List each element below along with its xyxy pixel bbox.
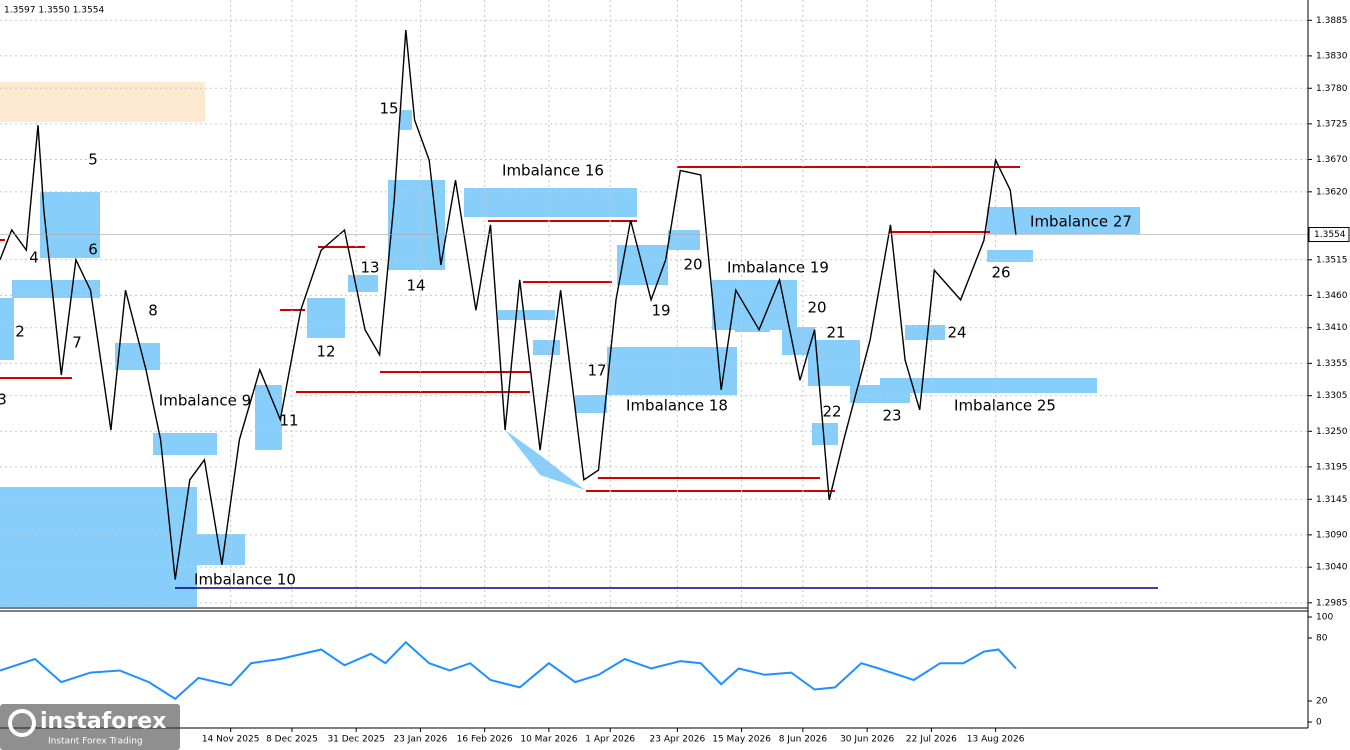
imbalance-zone (0, 298, 14, 360)
price-line (0, 29, 1017, 580)
y-tick-label: 1.3305 (1316, 391, 1348, 401)
annotation: 15 (379, 100, 398, 118)
annotation: 4 (29, 249, 39, 267)
logo-name: instaforex (40, 709, 166, 734)
x-tick-label: 13 Aug 2026 (967, 735, 1025, 745)
annotation: 24 (947, 324, 966, 342)
annotation: 8 (148, 302, 158, 320)
price-line (0, 640, 1017, 701)
x-tick-label: 10 Mar 2026 (520, 735, 577, 745)
y-tick-label: 1.3145 (1316, 495, 1348, 505)
logo: instaforex Instant Forex Trading (0, 704, 180, 750)
annotation: 20 (683, 256, 702, 274)
x-tick-label: 8 Jun 2026 (779, 735, 828, 745)
imbalance-zone (735, 320, 770, 332)
annotation: Imbalance 10 (194, 571, 296, 589)
annotation: 20 (807, 299, 826, 317)
annotation: Imbalance 9 (159, 392, 251, 410)
imbalance-zone (668, 230, 700, 250)
annotation: 2 (15, 323, 25, 341)
y-tick-label: 1.2985 (1316, 598, 1348, 608)
imbalance-zone (12, 280, 100, 298)
ohlc-header: 1.3597 1.3550 1.3554 (4, 6, 104, 16)
imbalance-zone (464, 188, 637, 217)
imbalance-zone (255, 385, 282, 450)
annotation: 12 (316, 343, 335, 361)
annotation: 11 (279, 412, 298, 430)
logo-icon (8, 709, 36, 737)
annotation: Imbalance 19 (727, 259, 829, 277)
y-tick-label: 1.3250 (1316, 427, 1348, 437)
imbalance-zone (307, 298, 345, 338)
annotation: 22 (822, 403, 841, 421)
annotation: 5 (88, 151, 98, 169)
y-tick-label: 1.3410 (1316, 323, 1348, 333)
imbalance-zone (505, 430, 585, 490)
y-tick-label: 100 (1316, 613, 1333, 623)
x-tick-label: 1 Apr 2026 (585, 735, 635, 745)
x-tick-label: 23 Apr 2026 (650, 735, 706, 745)
y-tick-label: 20 (1316, 697, 1328, 707)
imbalance-zone (388, 180, 445, 270)
annotation: 19 (651, 302, 670, 320)
imbalance-zone (575, 395, 607, 413)
annotation: 14 (406, 277, 425, 295)
imbalance-zone (0, 487, 197, 607)
imbalance-zone (533, 340, 560, 355)
x-tick-label: 31 Dec 2025 (327, 735, 385, 745)
y-tick-label: 1.3885 (1316, 16, 1348, 26)
y-tick-label: 1.3515 (1316, 255, 1348, 265)
y-tick-label: 1.3620 (1316, 187, 1348, 197)
imbalance-zone (812, 423, 838, 445)
x-tick-label: 14 Nov 2025 (202, 735, 260, 745)
imbalance-zone (153, 433, 217, 455)
imbalance-zone (607, 347, 737, 395)
y-tick-label: 1.3725 (1316, 119, 1348, 129)
imbalance-zone (40, 192, 100, 258)
imbalance-zone (400, 110, 412, 130)
imbalance-zone (498, 310, 555, 320)
annotation: Imbalance 16 (502, 162, 604, 180)
annotation: 13 (360, 259, 379, 277)
y-tick-label: 1.3195 (1316, 462, 1348, 472)
annotation: 7 (72, 334, 82, 352)
imbalance-zone (880, 378, 1097, 393)
x-tick-label: 15 May 2026 (712, 735, 771, 745)
annotation: Imbalance 25 (954, 397, 1056, 415)
annotation: 17 (587, 362, 606, 380)
logo-tagline: Instant Forex Trading (48, 737, 143, 747)
plot (0, 29, 1308, 701)
annotation: 23 (882, 407, 901, 425)
imbalance-zone (905, 325, 945, 340)
x-tick-label: 30 Jun 2026 (840, 735, 894, 745)
y-tick-label: 80 (1316, 634, 1328, 644)
imbalance-zone (987, 250, 1033, 262)
y-tick-label: 1.3780 (1316, 84, 1348, 94)
annotation: Imbalance 27 (1030, 213, 1132, 231)
last-price-label: 1.3554 (1314, 230, 1346, 240)
x-tick-label: 16 Feb 2026 (457, 735, 513, 745)
y-tick-label: 0 (1316, 718, 1322, 728)
y-tick-label: 1.3460 (1316, 291, 1348, 301)
y-tick-label: 1.3670 (1316, 155, 1348, 165)
x-tick-label: 8 Dec 2025 (266, 735, 318, 745)
x-tick-label: 22 Jul 2026 (906, 735, 957, 745)
annotation: 21 (826, 324, 845, 342)
y-tick-label: 1.3040 (1316, 563, 1348, 573)
logo-backdrop (0, 704, 180, 750)
last-price-box (1308, 227, 1350, 243)
x-tick-label: 23 Jan 2026 (393, 735, 447, 745)
y-tick-label: 1.3830 (1316, 51, 1348, 61)
y-tick-label: 1.3355 (1316, 359, 1348, 369)
imbalance-zone (348, 275, 378, 292)
y-tick-label: 1.3090 (1316, 530, 1348, 540)
imbalance-zone (115, 343, 160, 370)
annotation: 6 (88, 241, 98, 259)
annotation: 3 (0, 391, 7, 409)
annotation: Imbalance 18 (626, 397, 728, 415)
annotation: 26 (991, 264, 1010, 282)
